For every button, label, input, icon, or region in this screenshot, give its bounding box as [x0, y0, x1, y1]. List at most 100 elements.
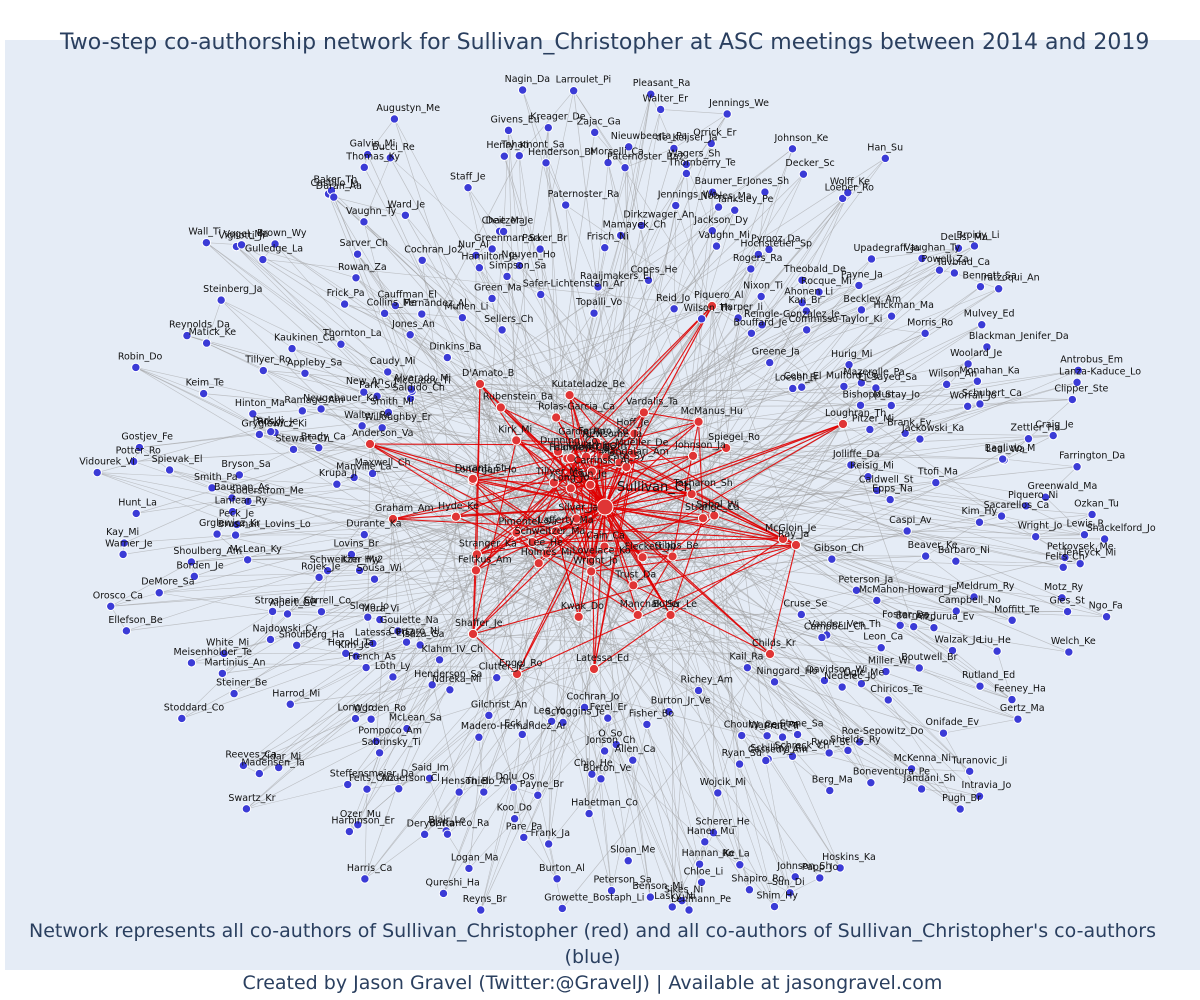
node-label: Hurig_Mi	[831, 349, 872, 360]
co-author-edge	[398, 633, 474, 789]
co-author-node	[900, 428, 910, 438]
co-author-edge	[462, 317, 518, 675]
node-label: Reisig_Mi	[850, 461, 894, 472]
direct-co-author-edge	[569, 394, 797, 546]
co-author-node	[363, 612, 373, 622]
co-author-edge	[569, 394, 1063, 599]
direct-co-author-edge	[516, 544, 797, 675]
node-label: Schubert_Ca	[962, 388, 1022, 399]
node-label: Robin_Do	[118, 351, 163, 362]
node-label: Bouffard_Je	[733, 317, 787, 328]
co-author-node	[584, 808, 594, 819]
node-label: Graham_Am	[375, 503, 434, 514]
co-author-edge	[500, 158, 886, 408]
node-label: Steffensmeier_Da	[330, 769, 414, 780]
co-author-node	[797, 275, 807, 285]
co-author-edge	[913, 626, 1013, 700]
co-author-edge	[615, 744, 651, 898]
co-author-node	[344, 826, 355, 837]
node-label: Piquero_Ni	[1008, 490, 1058, 501]
co-author-node	[603, 157, 613, 168]
co-author-node	[242, 555, 253, 565]
co-author-edge	[290, 641, 407, 705]
co-author-edge	[954, 272, 999, 290]
co-author-edge	[367, 118, 395, 155]
co-author-edge	[398, 677, 497, 789]
co-author-edge	[712, 209, 735, 231]
co-author-edge	[274, 243, 388, 373]
node-label: Mulvey_Ed	[964, 309, 1015, 320]
co-author-node	[300, 368, 310, 378]
co-author-edge	[900, 625, 1013, 700]
node-label: Rojek_Je	[301, 561, 341, 572]
co-author-node	[316, 606, 327, 617]
co-author-edge	[824, 680, 872, 783]
node-label: Spiegel_Ro	[708, 432, 760, 443]
co-author-node	[856, 305, 867, 315]
co-author-node	[713, 202, 724, 212]
node-label: Qureshi_Ha	[425, 877, 479, 888]
co-author-edge	[860, 324, 982, 406]
node-label: Johnson_Sh	[776, 861, 831, 872]
direct-co-author-edge	[604, 412, 645, 508]
node-label: Feltkus_Am	[458, 554, 512, 565]
node-label: Schilling_Ra	[750, 743, 807, 754]
node-label: Zajac_Ga	[577, 116, 621, 127]
co-author-edge	[591, 555, 926, 572]
co-author-node	[362, 784, 372, 794]
co-author-node	[824, 748, 834, 758]
co-author-edge	[159, 592, 273, 612]
node-label: Wagers_Sh	[668, 148, 720, 159]
direct-co-author-node	[629, 428, 640, 439]
co-author-edge	[216, 533, 248, 561]
node-label: Fleckett_Ju	[625, 541, 676, 552]
co-author-node	[297, 406, 308, 416]
co-author-node	[938, 728, 949, 738]
co-author-edge	[356, 633, 474, 657]
node-label: Kay_Mi	[106, 527, 139, 538]
node-label: Beckley_Am	[843, 294, 901, 305]
co-author-edge	[801, 247, 959, 388]
co-author-edge	[232, 305, 713, 512]
node-label: Growette_Bostaph_Li	[544, 892, 644, 903]
co-author-node	[487, 244, 497, 254]
co-author-edge	[578, 380, 978, 618]
co-author-node	[385, 153, 395, 163]
node-label: Liu_He	[979, 635, 1011, 646]
co-author-node	[600, 242, 610, 253]
co-author-node	[1048, 430, 1058, 441]
co-author-edge	[607, 718, 629, 861]
co-author-edge	[139, 447, 579, 618]
co-author-edge	[1035, 534, 1085, 537]
co-author-node	[886, 400, 896, 411]
co-author-edge	[328, 193, 457, 517]
co-author-node	[134, 442, 145, 453]
node-label: Tuvblad_Ca	[935, 257, 990, 268]
co-author-edge	[366, 728, 408, 790]
node-label: Chae_Ma	[482, 215, 525, 226]
co-author-edge	[472, 478, 552, 722]
co-author-edge	[504, 156, 542, 295]
direct-co-author-node	[565, 483, 576, 494]
co-author-node	[992, 646, 1002, 656]
co-author-edge	[548, 778, 602, 845]
co-author-node	[817, 632, 827, 643]
co-author-node	[736, 730, 747, 741]
node-label: Jonson_Ch	[586, 735, 636, 746]
co-author-edge	[363, 167, 557, 532]
co-author-node	[1023, 434, 1034, 444]
co-author-node	[402, 723, 412, 734]
co-author-edge	[904, 381, 978, 434]
node-label: Vardalis_Ta	[626, 396, 678, 407]
node-label: Hoskins_Ka	[822, 852, 876, 863]
node-label: Raaijmakers_El	[580, 271, 652, 282]
node-label: Mullen_Li	[444, 302, 488, 313]
node-label: Petkovsek_Me	[1047, 541, 1114, 552]
co-author-node	[677, 895, 687, 906]
co-author-node	[374, 748, 385, 758]
node-label: Leal_Wa	[986, 444, 1025, 455]
co-author-edge	[633, 269, 940, 586]
node-label: Ninggard_Ho	[757, 666, 818, 677]
co-author-edge	[345, 570, 477, 654]
co-author-edge	[774, 876, 796, 907]
